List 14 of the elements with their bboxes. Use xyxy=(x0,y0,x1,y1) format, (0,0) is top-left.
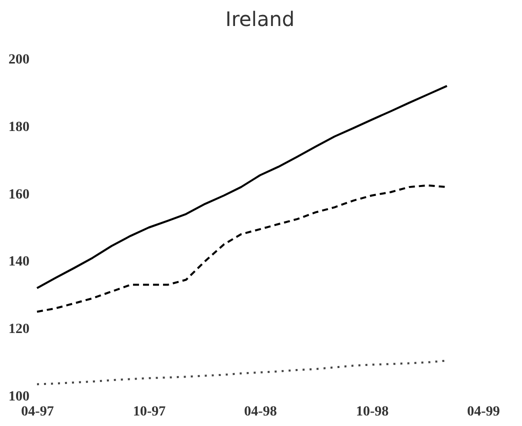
x-tick-label: 04-99 xyxy=(467,404,500,420)
x-tick-label: 10-97 xyxy=(132,404,166,420)
x-tick-label: 04-97 xyxy=(21,404,54,420)
y-tick-label: 100 xyxy=(8,390,30,404)
y-tick-label: 140 xyxy=(8,254,30,270)
x-tick-label: 04-98 xyxy=(244,404,277,420)
line-series xyxy=(36,184,448,313)
y-tick-label: 180 xyxy=(8,120,30,135)
y-tick-label: 200 xyxy=(8,52,30,68)
chart-title: Ireland xyxy=(225,7,295,31)
line-series xyxy=(36,84,448,290)
x-tick-label: 10-98 xyxy=(356,404,389,420)
y-tick-label: 160 xyxy=(8,187,30,202)
y-tick-label: 120 xyxy=(8,322,30,338)
